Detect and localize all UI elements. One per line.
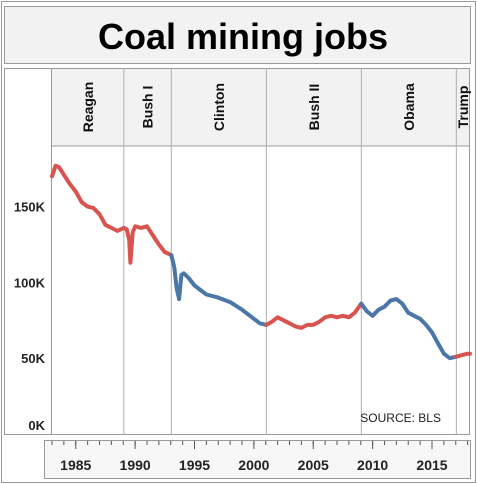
- title-box: [4, 6, 471, 64]
- plot-area: [52, 146, 470, 434]
- x-axis-panel: [44, 440, 471, 479]
- x-tick-label: 1990: [120, 457, 151, 473]
- source-note: SOURCE: BLS: [360, 411, 441, 425]
- x-tick-label: 2005: [298, 457, 329, 473]
- x-tick-label: 2010: [357, 457, 388, 473]
- x-tick-label: 1995: [179, 457, 210, 473]
- president-label: Reagan: [80, 82, 96, 133]
- president-label: Bush I: [140, 86, 156, 129]
- y-tick-label: 150K: [14, 200, 46, 215]
- x-tick-label: 2000: [238, 457, 269, 473]
- president-dividers: [123, 68, 457, 434]
- series-line: [50, 163, 126, 233]
- x-axis-ticks: 1985 1990 1995 2000 2005 2010 2015: [51, 441, 469, 473]
- series-line: [454, 351, 472, 359]
- president-label: Clinton: [211, 83, 227, 131]
- presidents-header: [52, 68, 470, 146]
- y-tick-label: 100K: [14, 275, 46, 290]
- y-tick-label: 50K: [21, 351, 45, 366]
- plot-border: [51, 68, 470, 435]
- y-tick-label: 0K: [28, 418, 45, 433]
- series-lines: [50, 163, 472, 361]
- series-line: [359, 297, 459, 361]
- president-labels: Reagan Bush I Clinton Bush II Obama Trump: [80, 82, 471, 133]
- series-line: [264, 301, 364, 330]
- x-tick-label: 1985: [60, 457, 91, 473]
- series-line: [169, 253, 269, 327]
- y-axis-ticks: 0K 50K 100K 150K: [14, 200, 46, 433]
- president-label: Trump: [455, 86, 471, 129]
- president-label: Bush II: [306, 84, 322, 131]
- president-label: Obama: [401, 83, 417, 131]
- chart-title: Coal mining jobs: [98, 16, 388, 57]
- series-line: [121, 224, 174, 265]
- x-tick-label: 2015: [416, 457, 447, 473]
- y-axis-panel: [4, 68, 52, 435]
